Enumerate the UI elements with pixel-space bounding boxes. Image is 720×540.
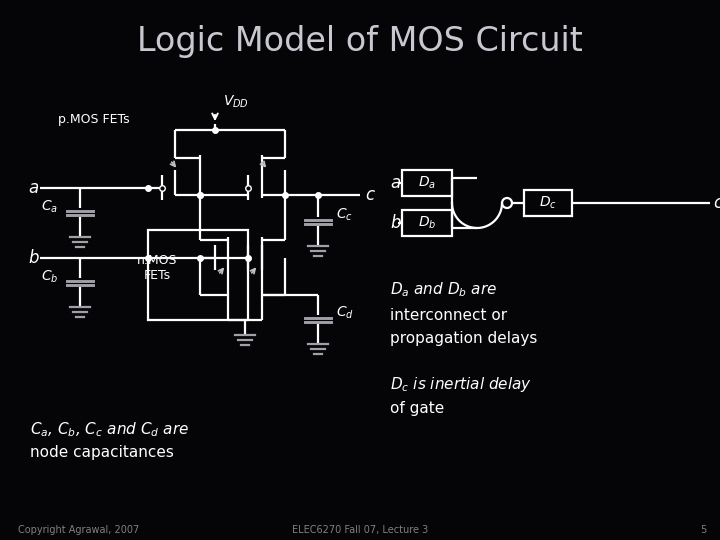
Text: Logic Model of MOS Circuit: Logic Model of MOS Circuit — [137, 25, 583, 58]
Bar — [402, 170, 452, 196]
Bar — [524, 190, 572, 216]
Text: $C_c$: $C_c$ — [336, 207, 353, 223]
Bar — [402, 210, 452, 236]
Bar — [148, 230, 248, 320]
Text: 5: 5 — [700, 525, 706, 535]
Text: b: b — [390, 214, 400, 232]
Text: c: c — [713, 194, 720, 212]
Text: a: a — [28, 179, 38, 197]
Text: Copyright Agrawal, 2007: Copyright Agrawal, 2007 — [18, 525, 139, 535]
Text: $C_a$, $C_b$, $C_c$ and $C_d$ are: $C_a$, $C_b$, $C_c$ and $C_d$ are — [30, 421, 189, 440]
Text: $C_a$: $C_a$ — [41, 199, 58, 215]
Text: $D_c$: $D_c$ — [539, 195, 557, 211]
Text: a: a — [390, 174, 400, 192]
Text: $D_b$: $D_b$ — [418, 215, 436, 231]
Text: $V_{DD}$: $V_{DD}$ — [223, 94, 249, 110]
Text: $C_d$: $C_d$ — [336, 305, 354, 321]
Text: b: b — [28, 249, 38, 267]
Text: interconnect or: interconnect or — [390, 307, 507, 322]
Text: $C_b$: $C_b$ — [40, 269, 58, 285]
Text: propagation delays: propagation delays — [390, 330, 537, 346]
Text: $D_a$: $D_a$ — [418, 175, 436, 191]
Text: $D_a$ and $D_b$ are: $D_a$ and $D_b$ are — [390, 281, 498, 299]
Text: node capacitances: node capacitances — [30, 444, 174, 460]
Text: $D_c$ is inertial delay: $D_c$ is inertial delay — [390, 375, 532, 395]
Text: n.MOS
FETs: n.MOS FETs — [137, 254, 177, 282]
Text: of gate: of gate — [390, 401, 444, 415]
Text: p.MOS FETs: p.MOS FETs — [58, 113, 130, 126]
Text: ELEC6270 Fall 07, Lecture 3: ELEC6270 Fall 07, Lecture 3 — [292, 525, 428, 535]
Text: c: c — [365, 186, 374, 204]
